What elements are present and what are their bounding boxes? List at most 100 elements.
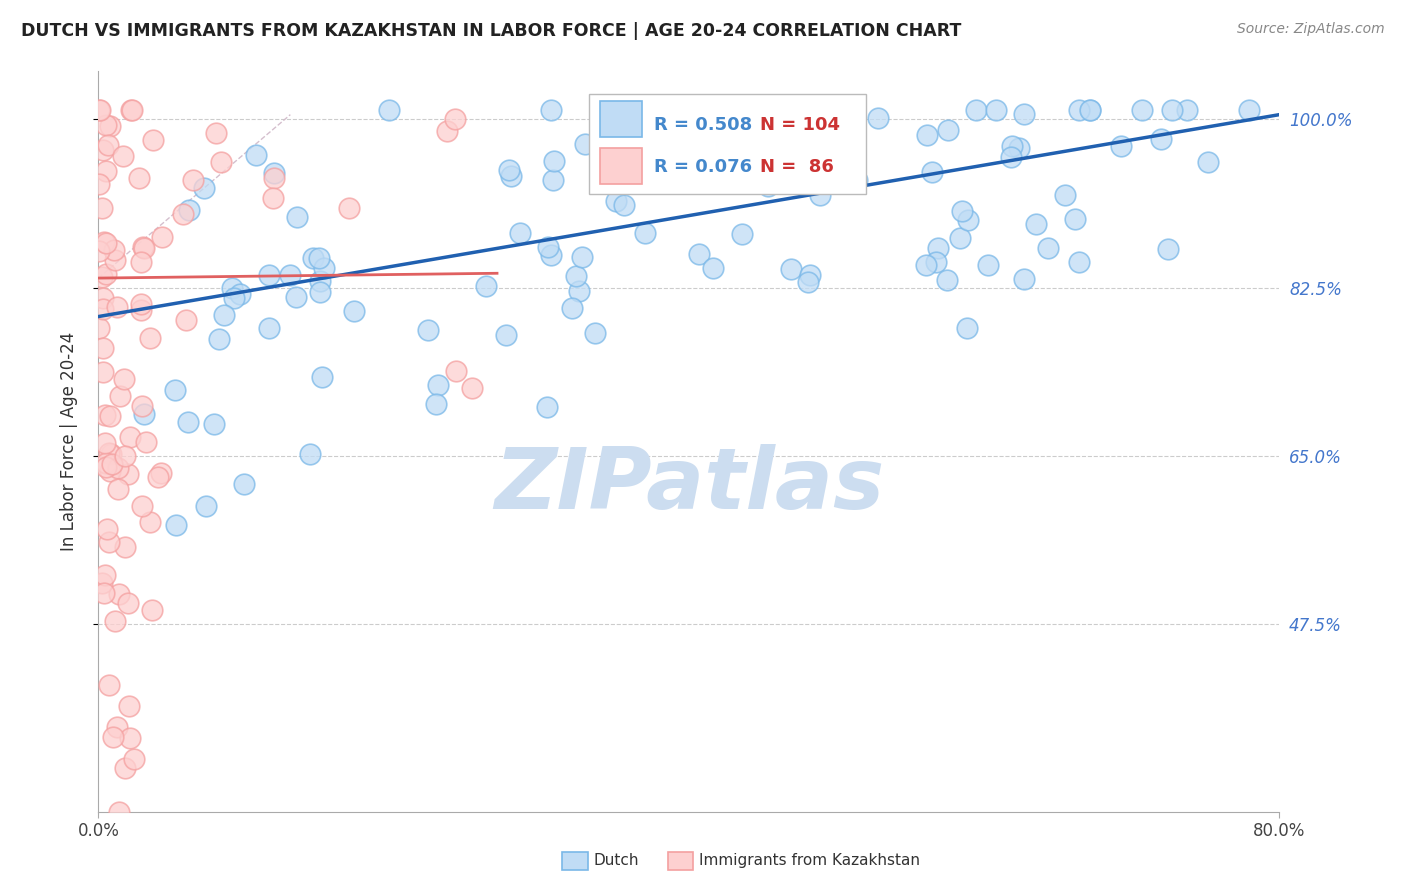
Point: [925, 255, 948, 269]
Point: [94, 435, 117, 450]
Point: [131, 399, 153, 413]
Point: [808, 187, 831, 202]
Point: [121, 103, 143, 117]
Point: [212, 308, 235, 322]
Point: [98, 445, 121, 459]
Point: [1001, 138, 1024, 153]
Point: [94, 164, 117, 178]
Point: [129, 255, 152, 269]
Point: [139, 515, 162, 529]
Point: [965, 103, 987, 118]
Point: [120, 103, 142, 117]
Point: [89, 178, 111, 192]
Point: [183, 172, 205, 186]
Point: [605, 194, 627, 209]
Point: [613, 198, 636, 212]
Point: [915, 128, 938, 142]
Point: [284, 290, 307, 304]
Text: N =  86: N = 86: [759, 158, 834, 176]
Point: [117, 467, 139, 482]
Point: [131, 303, 153, 318]
Point: [1012, 271, 1035, 285]
Point: [108, 805, 131, 819]
Point: [543, 153, 565, 168]
Point: [165, 518, 187, 533]
Point: [90, 201, 112, 215]
Point: [98, 535, 121, 549]
Point: [97, 678, 120, 692]
Point: [1067, 103, 1090, 117]
Point: [93, 409, 115, 423]
Point: [103, 243, 125, 257]
Point: [956, 321, 979, 335]
Point: [96, 118, 118, 132]
Point: [89, 103, 111, 117]
Point: [776, 125, 799, 139]
Point: [1157, 242, 1180, 256]
Point: [111, 149, 134, 163]
Point: [747, 169, 769, 184]
Point: [114, 540, 136, 554]
Text: Dutch: Dutch: [593, 854, 638, 868]
Point: [104, 614, 127, 628]
Point: [706, 109, 728, 123]
Point: [936, 273, 959, 287]
Point: [780, 262, 803, 277]
Y-axis label: In Labor Force | Age 20-24: In Labor Force | Age 20-24: [59, 332, 77, 551]
Point: [1014, 107, 1036, 121]
FancyBboxPatch shape: [589, 94, 866, 194]
Point: [138, 331, 160, 345]
Point: [1038, 241, 1060, 255]
Point: [221, 281, 243, 295]
Point: [195, 499, 218, 513]
Point: [1175, 103, 1198, 117]
Point: [233, 477, 256, 491]
Point: [1064, 211, 1087, 226]
Point: [1000, 150, 1022, 164]
Point: [609, 136, 631, 151]
Point: [91, 366, 114, 380]
Point: [259, 321, 281, 335]
Point: [163, 383, 186, 397]
Point: [229, 286, 252, 301]
Point: [141, 603, 163, 617]
Point: [425, 397, 447, 411]
Point: [193, 181, 215, 195]
Point: [98, 119, 121, 133]
Text: DUTCH VS IMMIGRANTS FROM KAZAKHSTAN IN LABOR FORCE | AGE 20-24 CORRELATION CHART: DUTCH VS IMMIGRANTS FROM KAZAKHSTAN IN L…: [21, 22, 962, 40]
Point: [91, 291, 114, 305]
Point: [915, 258, 938, 272]
Point: [128, 170, 150, 185]
Point: [114, 761, 136, 775]
Point: [114, 449, 136, 463]
Point: [91, 576, 114, 591]
Point: [149, 466, 172, 480]
Point: [1197, 155, 1219, 169]
Point: [96, 456, 118, 470]
Point: [1078, 103, 1101, 117]
Bar: [600, 148, 641, 184]
Point: [565, 268, 588, 283]
Point: [343, 303, 366, 318]
Point: [688, 246, 710, 260]
Point: [107, 461, 129, 475]
Point: [89, 103, 111, 117]
Point: [94, 568, 117, 582]
Point: [1237, 103, 1260, 117]
Point: [142, 133, 165, 147]
Point: [309, 274, 332, 288]
Point: [337, 202, 360, 216]
Point: [1078, 103, 1101, 117]
Point: [416, 323, 439, 337]
Point: [174, 312, 197, 326]
Point: [93, 235, 115, 249]
Point: [536, 401, 558, 415]
Point: [91, 341, 114, 355]
Text: N = 104: N = 104: [759, 116, 839, 134]
Point: [797, 275, 820, 289]
Point: [108, 587, 131, 601]
Point: [208, 332, 231, 346]
Point: [499, 169, 522, 183]
Point: [957, 212, 980, 227]
Point: [132, 240, 155, 254]
